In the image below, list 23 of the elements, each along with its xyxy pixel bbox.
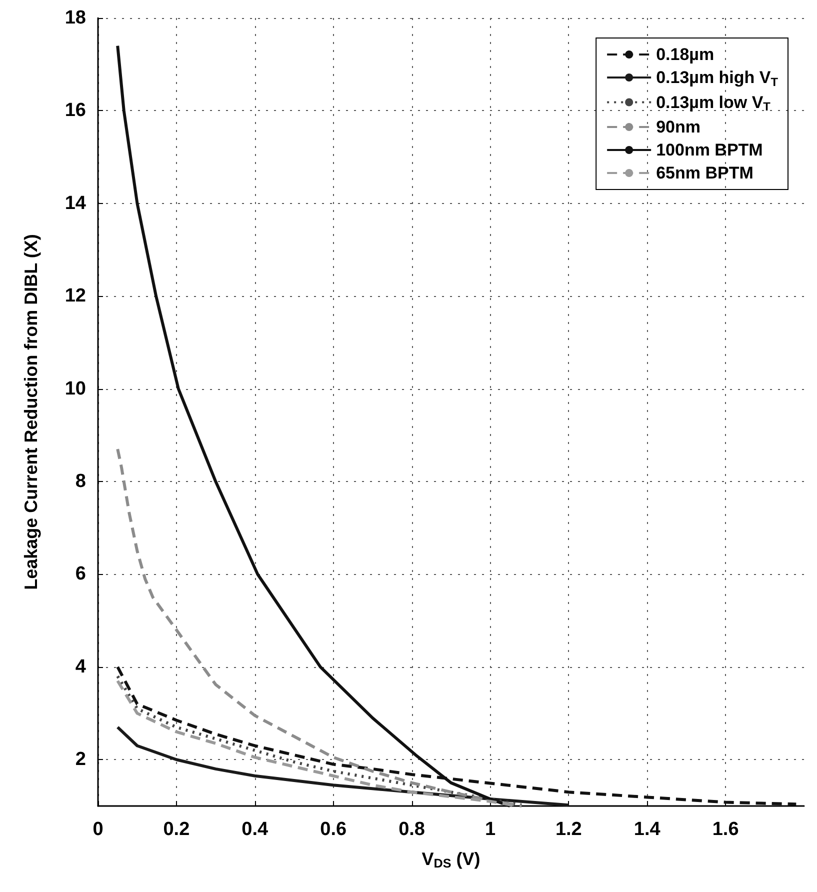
y-tick-label: 10 bbox=[64, 378, 86, 400]
y-tick-label: 12 bbox=[64, 286, 86, 307]
y-axis-title: Leakage Current Reduction from DIBL (X) bbox=[21, 234, 41, 590]
y-tick-label: 6 bbox=[75, 564, 86, 585]
x-tick-label: 0 bbox=[92, 819, 104, 840]
legend-label: 90nm bbox=[656, 118, 700, 136]
x-tick-label: 1 bbox=[484, 819, 496, 840]
x-tick-label: 0.2 bbox=[163, 819, 190, 840]
legend-label: 0.18µm bbox=[656, 45, 714, 64]
y-tick-label: 8 bbox=[75, 471, 86, 492]
x-tick-label: 0.4 bbox=[242, 819, 269, 840]
x-tick-label: 1.2 bbox=[555, 819, 582, 840]
x-tick-label: 0.8 bbox=[398, 819, 425, 840]
x-tick-label: 1.6 bbox=[712, 819, 739, 840]
x-tick-label: 0.6 bbox=[320, 819, 347, 840]
y-tick-label: 14 bbox=[64, 192, 86, 214]
legend-label: 65nm BPTM bbox=[656, 164, 754, 182]
y-tick-label: 16 bbox=[64, 100, 86, 122]
y-tick-label: 18 bbox=[64, 8, 86, 28]
legend-label: 100nm BPTM bbox=[656, 140, 763, 160]
y-tick-label: 2 bbox=[75, 749, 86, 770]
y-tick-label: 4 bbox=[75, 656, 86, 678]
x-tick-label: 1.4 bbox=[634, 819, 661, 840]
